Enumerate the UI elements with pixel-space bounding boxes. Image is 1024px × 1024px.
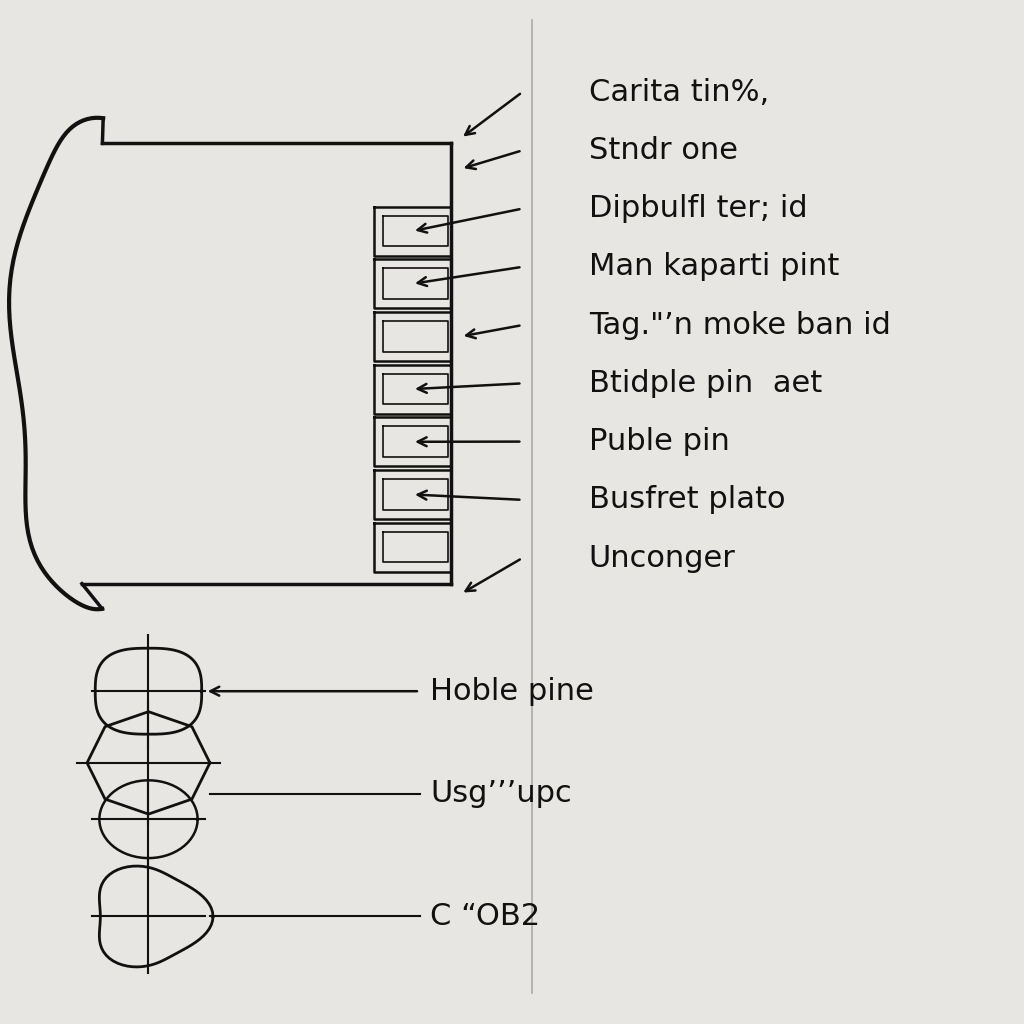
Text: Hoble pine: Hoble pine (430, 677, 594, 706)
Text: Btidple pin  aet: Btidple pin aet (589, 369, 822, 398)
Text: Dipbulfl ter; id: Dipbulfl ter; id (589, 195, 808, 223)
Text: C “OB2: C “OB2 (430, 902, 541, 931)
Text: Carita tin%,: Carita tin%, (589, 78, 769, 106)
Text: Man kaparti pint: Man kaparti pint (589, 252, 840, 282)
Text: Usg’’’upc: Usg’’’upc (430, 779, 571, 808)
Text: Puble pin: Puble pin (589, 427, 730, 456)
Text: Stndr one: Stndr one (589, 136, 738, 165)
Text: Unconger: Unconger (589, 544, 735, 572)
Text: Tag."’n moke ban id: Tag."’n moke ban id (589, 310, 891, 340)
Text: Busfret plato: Busfret plato (589, 485, 785, 514)
